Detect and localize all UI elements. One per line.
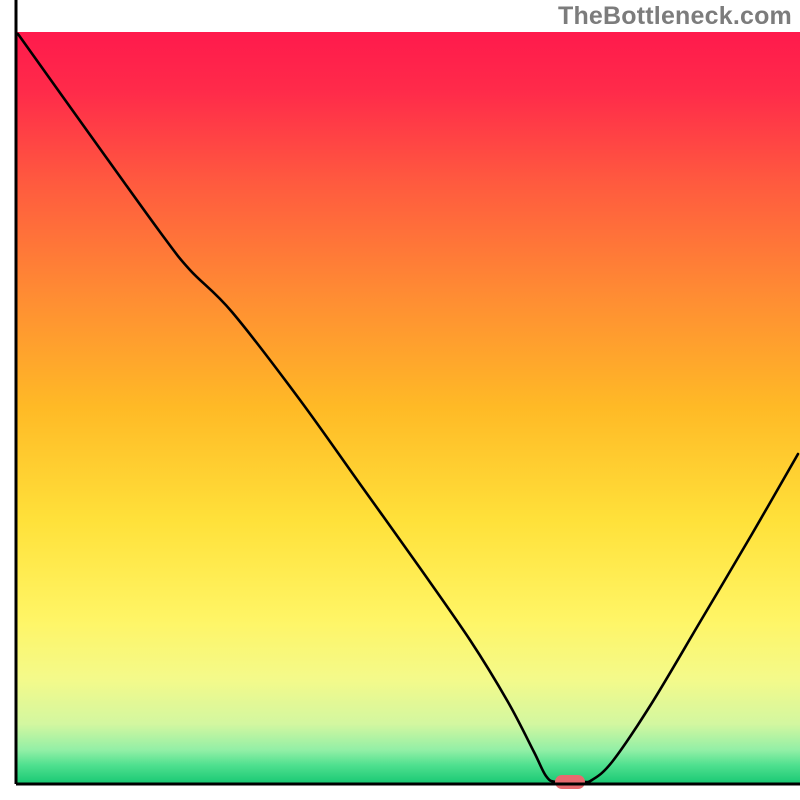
bottleneck-chart xyxy=(0,0,800,800)
watermark-text: TheBottleneck.com xyxy=(558,2,792,31)
plot-background xyxy=(16,32,800,784)
optimum-marker xyxy=(555,775,585,789)
chart-container: TheBottleneck.com xyxy=(0,0,800,800)
